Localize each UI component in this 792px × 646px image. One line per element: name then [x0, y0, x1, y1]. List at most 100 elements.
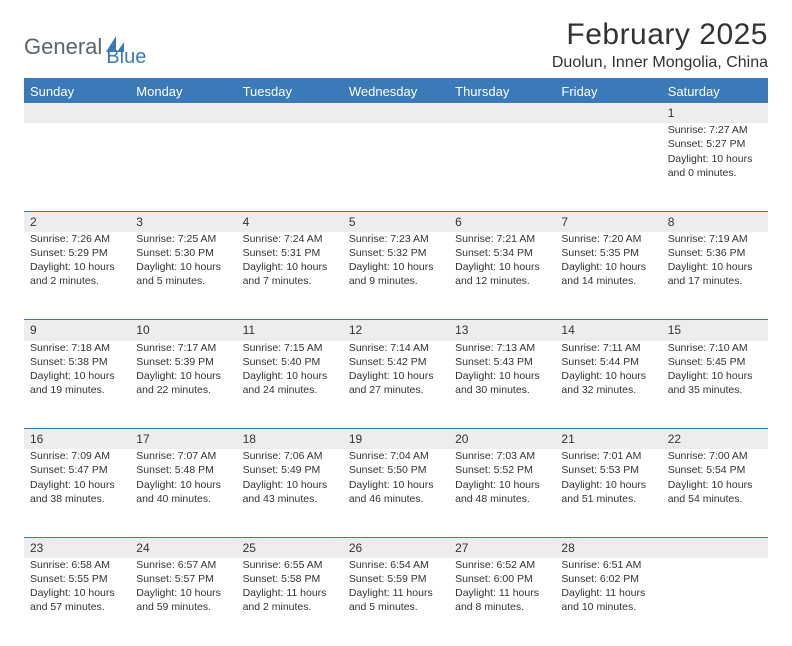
sunset-line: Sunset: 5:52 PM	[455, 463, 549, 477]
daylight-line: Daylight: 10 hours	[561, 260, 655, 274]
daylight-line: Daylight: 10 hours	[349, 369, 443, 383]
daylight-line: and 46 minutes.	[349, 492, 443, 506]
daylight-line: Daylight: 10 hours	[349, 260, 443, 274]
day-cell: Sunrise: 7:11 AMSunset: 5:44 PMDaylight:…	[555, 341, 661, 429]
day-content-row: Sunrise: 7:09 AMSunset: 5:47 PMDaylight:…	[24, 449, 768, 537]
day-cell: Sunrise: 7:17 AMSunset: 5:39 PMDaylight:…	[130, 341, 236, 429]
sunrise-line: Sunrise: 7:15 AM	[243, 341, 337, 355]
day-number-cell: 20	[449, 429, 555, 450]
daylight-line: Daylight: 10 hours	[136, 478, 230, 492]
day-number-cell: 5	[343, 211, 449, 232]
day-number-cell: 14	[555, 320, 661, 341]
daylight-line: and 32 minutes.	[561, 383, 655, 397]
sunrise-line: Sunrise: 7:06 AM	[243, 449, 337, 463]
daylight-line: Daylight: 11 hours	[561, 586, 655, 600]
daylight-line: and 38 minutes.	[30, 492, 124, 506]
weekday-header: Wednesday	[343, 80, 449, 103]
daylight-line: Daylight: 10 hours	[243, 369, 337, 383]
daylight-line: Daylight: 11 hours	[455, 586, 549, 600]
daylight-line: Daylight: 10 hours	[243, 478, 337, 492]
daylight-line: and 24 minutes.	[243, 383, 337, 397]
daylight-line: Daylight: 10 hours	[30, 586, 124, 600]
day-number-cell	[130, 103, 236, 123]
daylight-line: and 59 minutes.	[136, 600, 230, 614]
sunset-line: Sunset: 5:45 PM	[668, 355, 762, 369]
daylight-line: and 2 minutes.	[30, 274, 124, 288]
sunset-line: Sunset: 5:35 PM	[561, 246, 655, 260]
day-number-cell	[662, 537, 768, 558]
day-content-row: Sunrise: 6:58 AMSunset: 5:55 PMDaylight:…	[24, 558, 768, 646]
sunset-line: Sunset: 5:31 PM	[243, 246, 337, 260]
sunset-line: Sunset: 5:30 PM	[136, 246, 230, 260]
day-content-row: Sunrise: 7:27 AMSunset: 5:27 PMDaylight:…	[24, 123, 768, 211]
sunset-line: Sunset: 5:59 PM	[349, 572, 443, 586]
weekday-header: Tuesday	[237, 80, 343, 103]
location-label: Duolun, Inner Mongolia, China	[552, 54, 768, 72]
sunset-line: Sunset: 5:27 PM	[668, 137, 762, 151]
sunrise-line: Sunrise: 7:14 AM	[349, 341, 443, 355]
day-number-cell: 25	[237, 537, 343, 558]
daylight-line: and 0 minutes.	[668, 166, 762, 180]
daylight-line: Daylight: 10 hours	[668, 152, 762, 166]
day-cell	[343, 123, 449, 211]
daylight-line: and 22 minutes.	[136, 383, 230, 397]
sunrise-line: Sunrise: 7:26 AM	[30, 232, 124, 246]
sunset-line: Sunset: 5:55 PM	[30, 572, 124, 586]
daylight-line: and 30 minutes.	[455, 383, 549, 397]
weekday-header: Thursday	[449, 80, 555, 103]
day-content-row: Sunrise: 7:26 AMSunset: 5:29 PMDaylight:…	[24, 232, 768, 320]
daylight-line: and 2 minutes.	[243, 600, 337, 614]
weekday-header: Monday	[130, 80, 236, 103]
daylight-line: and 35 minutes.	[668, 383, 762, 397]
day-cell: Sunrise: 6:54 AMSunset: 5:59 PMDaylight:…	[343, 558, 449, 646]
day-number-cell: 24	[130, 537, 236, 558]
daylight-line: Daylight: 10 hours	[561, 478, 655, 492]
daylight-line: and 43 minutes.	[243, 492, 337, 506]
day-cell: Sunrise: 7:10 AMSunset: 5:45 PMDaylight:…	[662, 341, 768, 429]
day-number-cell: 3	[130, 211, 236, 232]
page-title: February 2025	[552, 18, 768, 52]
sunrise-line: Sunrise: 7:20 AM	[561, 232, 655, 246]
daylight-line: and 5 minutes.	[136, 274, 230, 288]
daylight-line: and 14 minutes.	[561, 274, 655, 288]
day-cell: Sunrise: 6:55 AMSunset: 5:58 PMDaylight:…	[237, 558, 343, 646]
sunset-line: Sunset: 5:50 PM	[349, 463, 443, 477]
sunrise-line: Sunrise: 6:57 AM	[136, 558, 230, 572]
daylight-line: and 48 minutes.	[455, 492, 549, 506]
day-cell: Sunrise: 6:57 AMSunset: 5:57 PMDaylight:…	[130, 558, 236, 646]
day-cell: Sunrise: 7:26 AMSunset: 5:29 PMDaylight:…	[24, 232, 130, 320]
day-cell	[662, 558, 768, 646]
daylight-line: Daylight: 10 hours	[136, 260, 230, 274]
sunrise-line: Sunrise: 7:10 AM	[668, 341, 762, 355]
day-number-cell: 27	[449, 537, 555, 558]
daylight-line: and 51 minutes.	[561, 492, 655, 506]
daylight-line: and 7 minutes.	[243, 274, 337, 288]
sunrise-line: Sunrise: 7:23 AM	[349, 232, 443, 246]
daylight-line: and 57 minutes.	[30, 600, 124, 614]
sunset-line: Sunset: 5:44 PM	[561, 355, 655, 369]
sunrise-line: Sunrise: 6:55 AM	[243, 558, 337, 572]
day-number-cell: 21	[555, 429, 661, 450]
day-number-cell: 2	[24, 211, 130, 232]
title-block: February 2025 Duolun, Inner Mongolia, Ch…	[552, 18, 768, 72]
day-number-cell: 8	[662, 211, 768, 232]
sunrise-line: Sunrise: 7:19 AM	[668, 232, 762, 246]
day-number-cell: 22	[662, 429, 768, 450]
daylight-line: and 12 minutes.	[455, 274, 549, 288]
day-number-cell: 10	[130, 320, 236, 341]
daylight-line: and 10 minutes.	[561, 600, 655, 614]
sunrise-line: Sunrise: 7:24 AM	[243, 232, 337, 246]
daylight-line: and 40 minutes.	[136, 492, 230, 506]
day-number-cell: 17	[130, 429, 236, 450]
logo-text-blue: Blue	[106, 46, 146, 69]
weekday-header: Sunday	[24, 80, 130, 103]
logo-text-general: General	[24, 34, 102, 60]
day-cell: Sunrise: 7:20 AMSunset: 5:35 PMDaylight:…	[555, 232, 661, 320]
sunset-line: Sunset: 5:43 PM	[455, 355, 549, 369]
sunset-line: Sunset: 5:47 PM	[30, 463, 124, 477]
daylight-line: and 5 minutes.	[349, 600, 443, 614]
sunrise-line: Sunrise: 7:18 AM	[30, 341, 124, 355]
day-cell: Sunrise: 7:07 AMSunset: 5:48 PMDaylight:…	[130, 449, 236, 537]
daylight-line: Daylight: 10 hours	[455, 260, 549, 274]
day-cell: Sunrise: 7:24 AMSunset: 5:31 PMDaylight:…	[237, 232, 343, 320]
